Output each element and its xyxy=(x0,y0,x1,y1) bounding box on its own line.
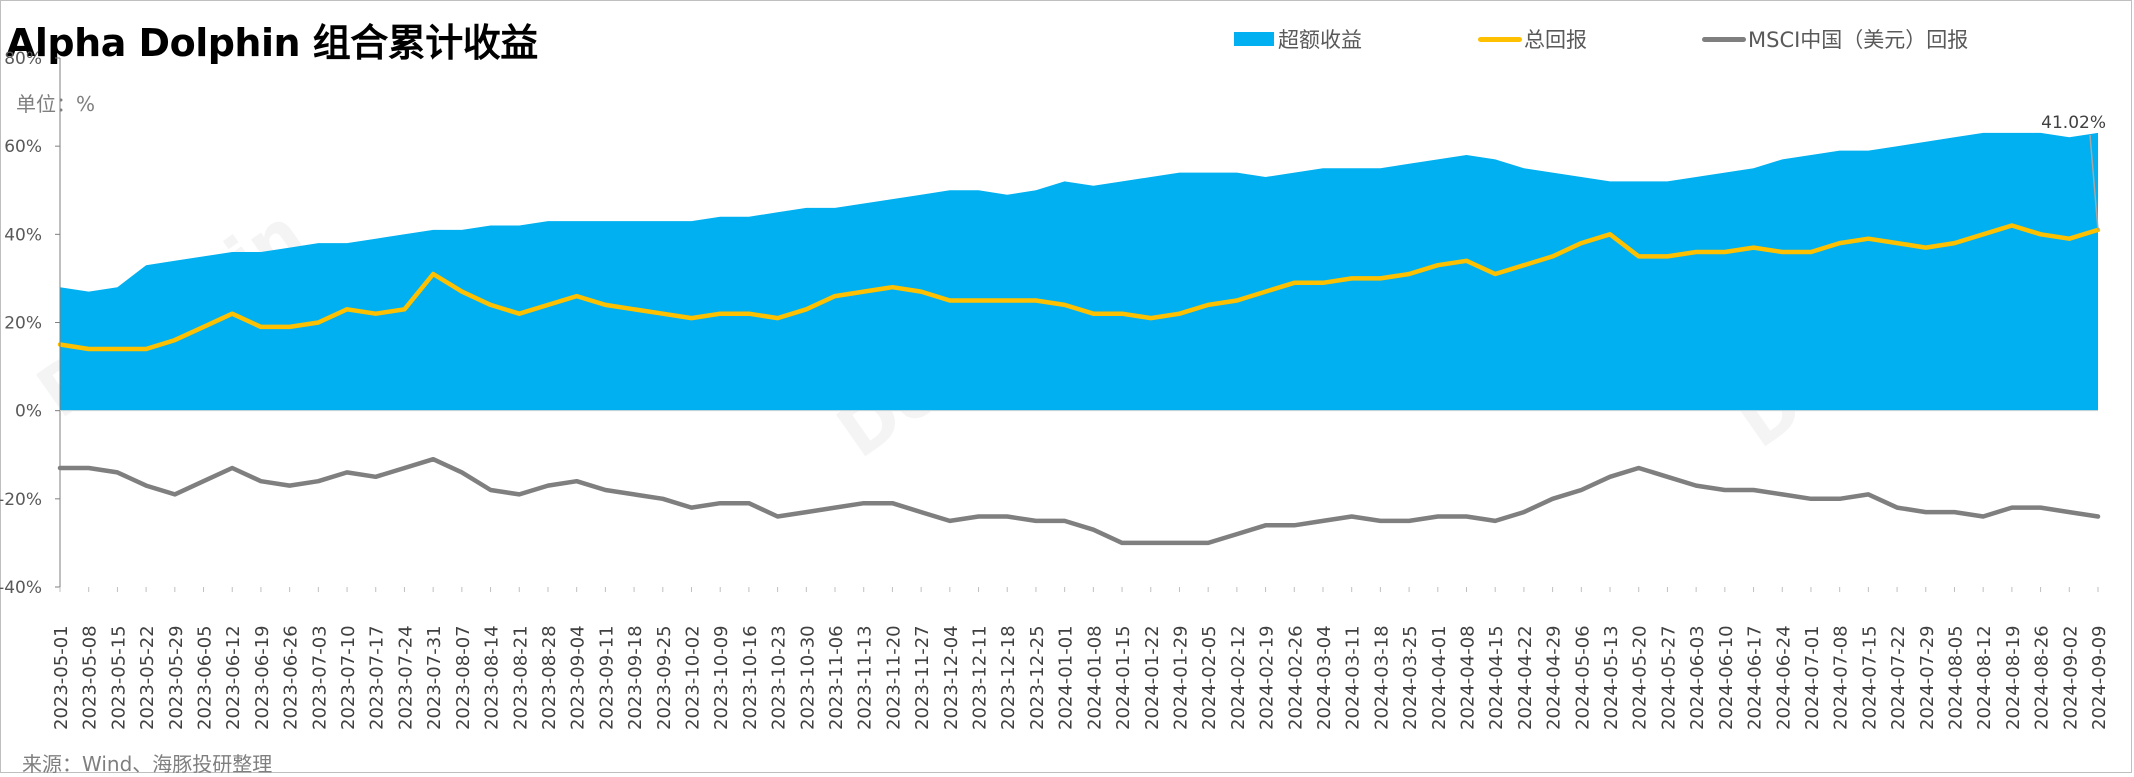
x-tick-label: 2023-12-25 xyxy=(1027,625,1048,730)
x-tick-label: 2023-09-25 xyxy=(654,625,675,730)
x-tick-label: 2023-12-11 xyxy=(970,625,991,730)
y-tick-label: -40% xyxy=(0,578,42,598)
series-area-excess-return xyxy=(60,132,2098,411)
x-tick-label: 2023-07-03 xyxy=(309,625,330,730)
x-tick-label: 2023-06-05 xyxy=(195,625,216,730)
x-tick-label: 2024-06-10 xyxy=(1716,625,1737,730)
x-tick-label: 2024-01-22 xyxy=(1142,625,1163,730)
x-tick-label: 2024-08-26 xyxy=(2032,625,2053,730)
x-tick-label: 2024-07-08 xyxy=(1831,625,1852,730)
legend-item-excess-return: 超额收益 xyxy=(1234,24,1362,54)
x-tick-label: 2023-06-19 xyxy=(252,625,273,730)
x-tick-label: 2023-10-23 xyxy=(769,625,790,730)
x-tick-label: 2024-06-24 xyxy=(1773,625,1794,730)
x-tick-label: 2023-10-16 xyxy=(740,625,761,730)
x-tick-label: 2024-05-20 xyxy=(1630,625,1651,730)
x-tick-label: 2023-10-30 xyxy=(797,625,818,730)
y-tick-label: 80% xyxy=(4,49,42,69)
x-tick-label: 2023-08-21 xyxy=(510,625,531,730)
legend-swatch-msci-china xyxy=(1702,36,1746,42)
x-tick-label: 2023-07-17 xyxy=(367,625,388,730)
x-tick-label: 2023-06-12 xyxy=(223,625,244,730)
x-tick-label: 2023-05-29 xyxy=(166,625,187,730)
legend-label-excess-return: 超额收益 xyxy=(1278,28,1362,52)
y-tick-label: 0% xyxy=(15,402,42,422)
legend-swatch-excess-return xyxy=(1234,32,1274,46)
x-tick-label: 2023-09-18 xyxy=(625,625,646,730)
x-tick-label: 2024-02-12 xyxy=(1228,625,1249,730)
x-tick-label: 2023-05-01 xyxy=(51,625,72,730)
x-tick-label: 2024-07-22 xyxy=(1888,625,1909,730)
legend-item-total-return: 总回报 xyxy=(1478,24,1587,54)
x-tick-label: 2024-06-17 xyxy=(1745,625,1766,730)
x-tick-label: 2024-07-01 xyxy=(1802,625,1823,730)
x-tick-label: 2024-03-04 xyxy=(1314,625,1335,730)
x-tick-label: 2023-09-11 xyxy=(596,625,617,730)
x-tick-label: 2024-06-03 xyxy=(1687,625,1708,730)
x-tick-label: 2023-05-15 xyxy=(108,625,129,730)
annotation-label: 41.02% xyxy=(2041,113,2106,133)
chart-title: Alpha Dolphin 组合累计收益 xyxy=(6,21,538,65)
x-tick-label: 2024-04-08 xyxy=(1458,625,1479,730)
y-tick-label: 60% xyxy=(4,137,42,157)
x-tick-label: 2024-05-27 xyxy=(1658,625,1679,730)
source-note: 来源：Wind、海豚投研整理 xyxy=(22,752,273,776)
x-tick-label: 2023-08-07 xyxy=(453,625,474,730)
y-tick-label: 20% xyxy=(4,314,42,334)
x-tick-label: 2024-09-02 xyxy=(2060,625,2081,730)
x-tick-label: 2024-08-19 xyxy=(2003,625,2024,730)
x-tick-label: 2024-05-06 xyxy=(1572,625,1593,730)
legend-swatch-total-return xyxy=(1478,36,1522,42)
legend-label-total-return: 总回报 xyxy=(1524,28,1587,52)
x-tick-label: 2023-06-26 xyxy=(281,625,302,730)
x-tick-label: 2023-07-10 xyxy=(338,625,359,730)
x-tick-label: 2024-08-12 xyxy=(1974,625,1995,730)
x-tick-label: 2024-01-15 xyxy=(1113,625,1134,730)
x-tick-label: 2024-02-05 xyxy=(1199,625,1220,730)
x-tick-label: 2023-07-24 xyxy=(395,625,416,730)
x-tick-label: 2024-02-19 xyxy=(1257,625,1278,730)
annotation-leader-line xyxy=(2089,134,2099,230)
x-tick-label: 2024-04-22 xyxy=(1515,625,1536,730)
legend-label-msci-china: MSCI中国（美元）回报 xyxy=(1748,28,1969,52)
x-tick-label: 2024-08-05 xyxy=(1945,625,1966,730)
x-tick-label: 2024-04-01 xyxy=(1429,625,1450,730)
series-line-total-return xyxy=(57,223,2101,352)
x-tick-label: 2024-07-29 xyxy=(1917,625,1938,730)
x-tick-label: 2024-09-09 xyxy=(2089,625,2110,730)
x-tick-label: 2023-08-28 xyxy=(539,625,560,730)
x-tick-label: 2023-11-13 xyxy=(855,625,876,730)
x-tick-label: 2023-08-14 xyxy=(482,625,503,730)
x-tick-label: 2024-05-13 xyxy=(1601,625,1622,730)
x-tick-label: 2024-03-18 xyxy=(1371,625,1392,730)
x-tick-label: 2023-05-08 xyxy=(80,625,101,730)
x-tick-label: 2023-11-06 xyxy=(826,625,847,730)
x-tick-label: 2023-10-02 xyxy=(682,625,703,730)
x-tick-label: 2023-12-04 xyxy=(941,625,962,730)
x-tick-label: 2024-02-26 xyxy=(1285,625,1306,730)
x-tick-label: 2023-07-31 xyxy=(424,625,445,730)
y-tick-label: -20% xyxy=(0,490,42,510)
x-tick-label: 2023-09-04 xyxy=(568,625,589,730)
x-tick-label: 2023-12-18 xyxy=(998,625,1019,730)
x-tick-label: 2024-01-08 xyxy=(1084,625,1105,730)
x-tick-label: 2024-04-15 xyxy=(1486,625,1507,730)
x-tick-label: 2023-11-27 xyxy=(912,625,933,730)
x-tick-label: 2024-03-25 xyxy=(1400,625,1421,730)
x-tick-label: 2024-07-15 xyxy=(1859,625,1880,730)
legend-item-msci-china: MSCI中国（美元）回报 xyxy=(1702,24,1968,54)
x-tick-label: 2023-11-20 xyxy=(883,625,904,730)
x-tick-label: 2024-01-01 xyxy=(1056,625,1077,730)
x-tick-label: 2024-01-29 xyxy=(1170,625,1191,730)
x-tick-label: 2023-05-22 xyxy=(137,625,158,730)
y-tick-label: 40% xyxy=(4,225,42,245)
x-tick-label: 2023-10-09 xyxy=(711,625,732,730)
x-tick-label: 2024-04-29 xyxy=(1544,625,1565,730)
series-line-msci-china xyxy=(57,456,2101,546)
x-tick-label: 2024-03-11 xyxy=(1343,625,1364,730)
unit-label: 单位：% xyxy=(16,92,96,116)
